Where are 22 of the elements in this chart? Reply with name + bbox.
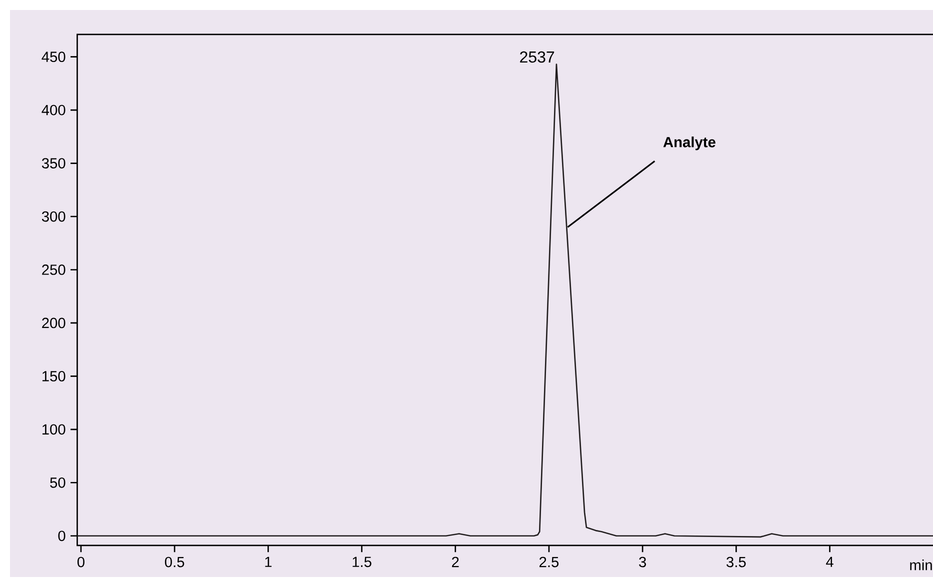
annotation: Analyte (663, 136, 716, 150)
x-tick-label: 2 (452, 556, 459, 568)
x-tick-label: 2.5 (540, 556, 559, 568)
y-tick-label: 350 (42, 158, 66, 168)
annotation: 2537 (520, 51, 554, 63)
y-tick-label: 150 (42, 371, 66, 382)
y-tick-label: 400 (42, 104, 66, 116)
x-tick-label: 3 (639, 556, 646, 568)
y-tick-label: 0 (58, 530, 66, 542)
x-tick-label: 0.5 (164, 556, 184, 568)
x-tick-label: 0 (77, 556, 84, 568)
x-tick-label: 1 (265, 556, 272, 567)
y-tick-label: 200 (42, 318, 66, 328)
x-tick-label: 3.5 (726, 556, 746, 568)
y-tick-label: 450 (42, 52, 66, 62)
y-tick-label: 100 (42, 424, 66, 435)
y-tick-label: 250 (42, 264, 66, 275)
y-tick-label: 300 (42, 211, 66, 222)
x-tick-label: 1.5 (352, 556, 372, 568)
y-tick-label: 50 (50, 477, 66, 488)
x-tick-label: 4 (826, 556, 834, 567)
x-axis-title: min (910, 560, 932, 570)
